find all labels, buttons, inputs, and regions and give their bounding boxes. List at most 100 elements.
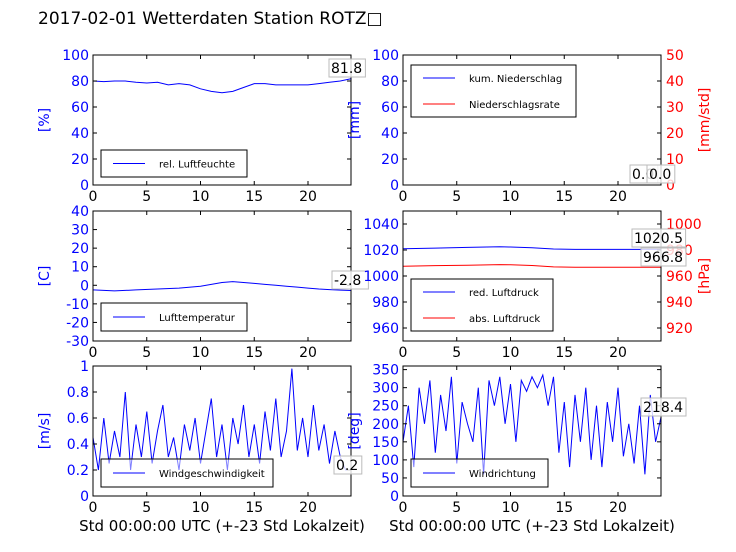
series-line-0 — [93, 281, 351, 292]
y-tick-label: 980 — [372, 295, 399, 311]
y-tick-label: 80 — [381, 74, 399, 90]
x-tick-label: 20 — [299, 500, 317, 516]
value-label-box — [640, 397, 687, 417]
legend-label: red. Luftdruck — [469, 288, 539, 299]
y-tick-label: 350 — [372, 363, 399, 379]
value-label-box — [646, 164, 676, 184]
x-tick-label: 0 — [399, 189, 408, 205]
y-axis-label: [%] — [37, 108, 53, 132]
x-tick-label: 5 — [142, 189, 151, 205]
y-tick-label: 20 — [381, 152, 399, 168]
y-tick-label: 300 — [372, 381, 399, 397]
y-tick-label: 50 — [381, 471, 399, 487]
legend: Windrichtung — [410, 458, 549, 488]
panel-humidity: 0 5 10 15 20 0 20 40 60 80 100 [%] rel. Luftfeuchte 8… — [37, 48, 366, 205]
x-tick-label: 15 — [245, 500, 263, 516]
panel-pressure: 0510152096098010001020104092094096098010… — [363, 210, 713, 361]
legend: red. Luftdruck abs. Luftdruck — [410, 278, 554, 332]
y-tick-label: 40 — [71, 126, 89, 142]
y-tick-label: 100 — [372, 453, 399, 469]
legend-box — [410, 278, 554, 332]
x-tick-label: 5 — [452, 189, 461, 205]
x-tick-label: 20 — [299, 345, 317, 361]
y-tick-label: 1 — [80, 359, 89, 375]
legend-label: Lufttemperatur — [159, 313, 236, 324]
y-tick-label: 100 — [62, 48, 89, 64]
x-tick-label: 5 — [142, 500, 151, 516]
legend-label: rel. Luftfeuchte — [159, 160, 235, 171]
y2-tick-label: 0 — [666, 178, 675, 194]
value-label: 0.2 — [336, 458, 358, 474]
x-axis-label: Std 00:00:00 UTC (+-23 Std Lokalzeit) — [389, 517, 675, 535]
y-tick-label: 250 — [372, 399, 399, 415]
x-tick-label: 20 — [609, 500, 627, 516]
value-label: 0.0 — [649, 167, 671, 183]
y2-tick-label: 920 — [666, 321, 693, 337]
x-tick-label: 20 — [609, 189, 627, 205]
legend: Lufttemperatur — [100, 302, 248, 332]
y-tick-label: 100 — [372, 48, 399, 64]
legend: Windgeschwindigkeit — [100, 458, 274, 488]
y-tick-label: -10 — [66, 297, 89, 313]
legend: kum. Niederschlag Niederschlagsrate — [410, 64, 577, 118]
x-tick-label: 0 — [89, 500, 98, 516]
legend-label: kum. Niederschlag — [469, 74, 562, 85]
panel-precip: 0 5 10 15 20 0 20 40 60 80 100 0 10 20 30 40 50 [mm] [mm/s… — [347, 48, 713, 205]
y2-tick-label: 30 — [666, 100, 684, 116]
x-tick-label: 10 — [502, 345, 520, 361]
y-tick-label: 0 — [390, 178, 399, 194]
axes-frame — [402, 365, 662, 497]
y-tick-label: 150 — [372, 435, 399, 451]
y-tick-label: 40 — [381, 126, 399, 142]
x-tick-label: 0 — [399, 345, 408, 361]
y-tick-label: 10 — [71, 260, 89, 276]
series-line-0 — [93, 78, 351, 94]
series-line-0 — [403, 246, 661, 250]
x-tick-label: 10 — [502, 189, 520, 205]
x-tick-label: 15 — [245, 189, 263, 205]
axes-frame — [402, 54, 662, 186]
y-tick-label: 0 — [80, 278, 89, 294]
x-tick-label: 10 — [502, 500, 520, 516]
legend-label: Windrichtung — [469, 469, 536, 480]
legend-label: Windgeschwindigkeit — [159, 469, 265, 480]
y-tick-label: 200 — [372, 417, 399, 433]
y2-tick-label: 20 — [666, 126, 684, 142]
x-tick-label: 20 — [609, 345, 627, 361]
y-tick-label: 30 — [71, 223, 89, 239]
legend: rel. Luftfeuchte — [100, 149, 248, 178]
series-line-0 — [93, 368, 351, 471]
y-axis-label: [mm] — [347, 101, 363, 139]
x-tick-label: 15 — [555, 345, 573, 361]
x-tick-label: 5 — [452, 500, 461, 516]
x-tick-label: 15 — [555, 189, 573, 205]
axes-frame — [92, 54, 352, 186]
value-label-box — [333, 455, 363, 475]
y-tick-label: 0.6 — [67, 411, 89, 427]
y-tick-label: 0 — [80, 489, 89, 505]
y-tick-label: 0.2 — [67, 463, 89, 479]
x-axis-label: Std 00:00:00 UTC (+-23 Std Lokalzeit) — [79, 517, 365, 535]
x-tick-label: 0 — [399, 500, 408, 516]
y-tick-label: 20 — [71, 241, 89, 257]
y2-tick-label: 40 — [666, 74, 684, 90]
y-tick-label: 0.4 — [67, 437, 89, 453]
x-tick-label: 0 — [89, 345, 98, 361]
value-label-box — [328, 58, 366, 78]
value-label: 1020.5 — [634, 231, 683, 247]
y-axis-label: [C] — [37, 266, 53, 287]
y-tick-label: 1020 — [363, 243, 399, 259]
y-tick-label: 0 — [390, 489, 399, 505]
legend-box — [410, 64, 577, 118]
y-tick-label: 1040 — [363, 217, 399, 233]
page-title: 2017-02-01 Wetterdaten Station ROTZ□ — [38, 9, 383, 29]
panel-wind_speed: 0 5 10 15 20 0 0.2 0.4 0.6 0.8 1 [m/s] Std 00:00:00 … — [37, 359, 365, 535]
value-label-box — [640, 247, 687, 267]
y2-axis-label: [hPa] — [697, 258, 713, 294]
y-tick-label: 60 — [381, 100, 399, 116]
x-tick-label: 20 — [299, 189, 317, 205]
y-tick-label: 1000 — [363, 269, 399, 285]
value-label: 966.8 — [643, 250, 683, 266]
